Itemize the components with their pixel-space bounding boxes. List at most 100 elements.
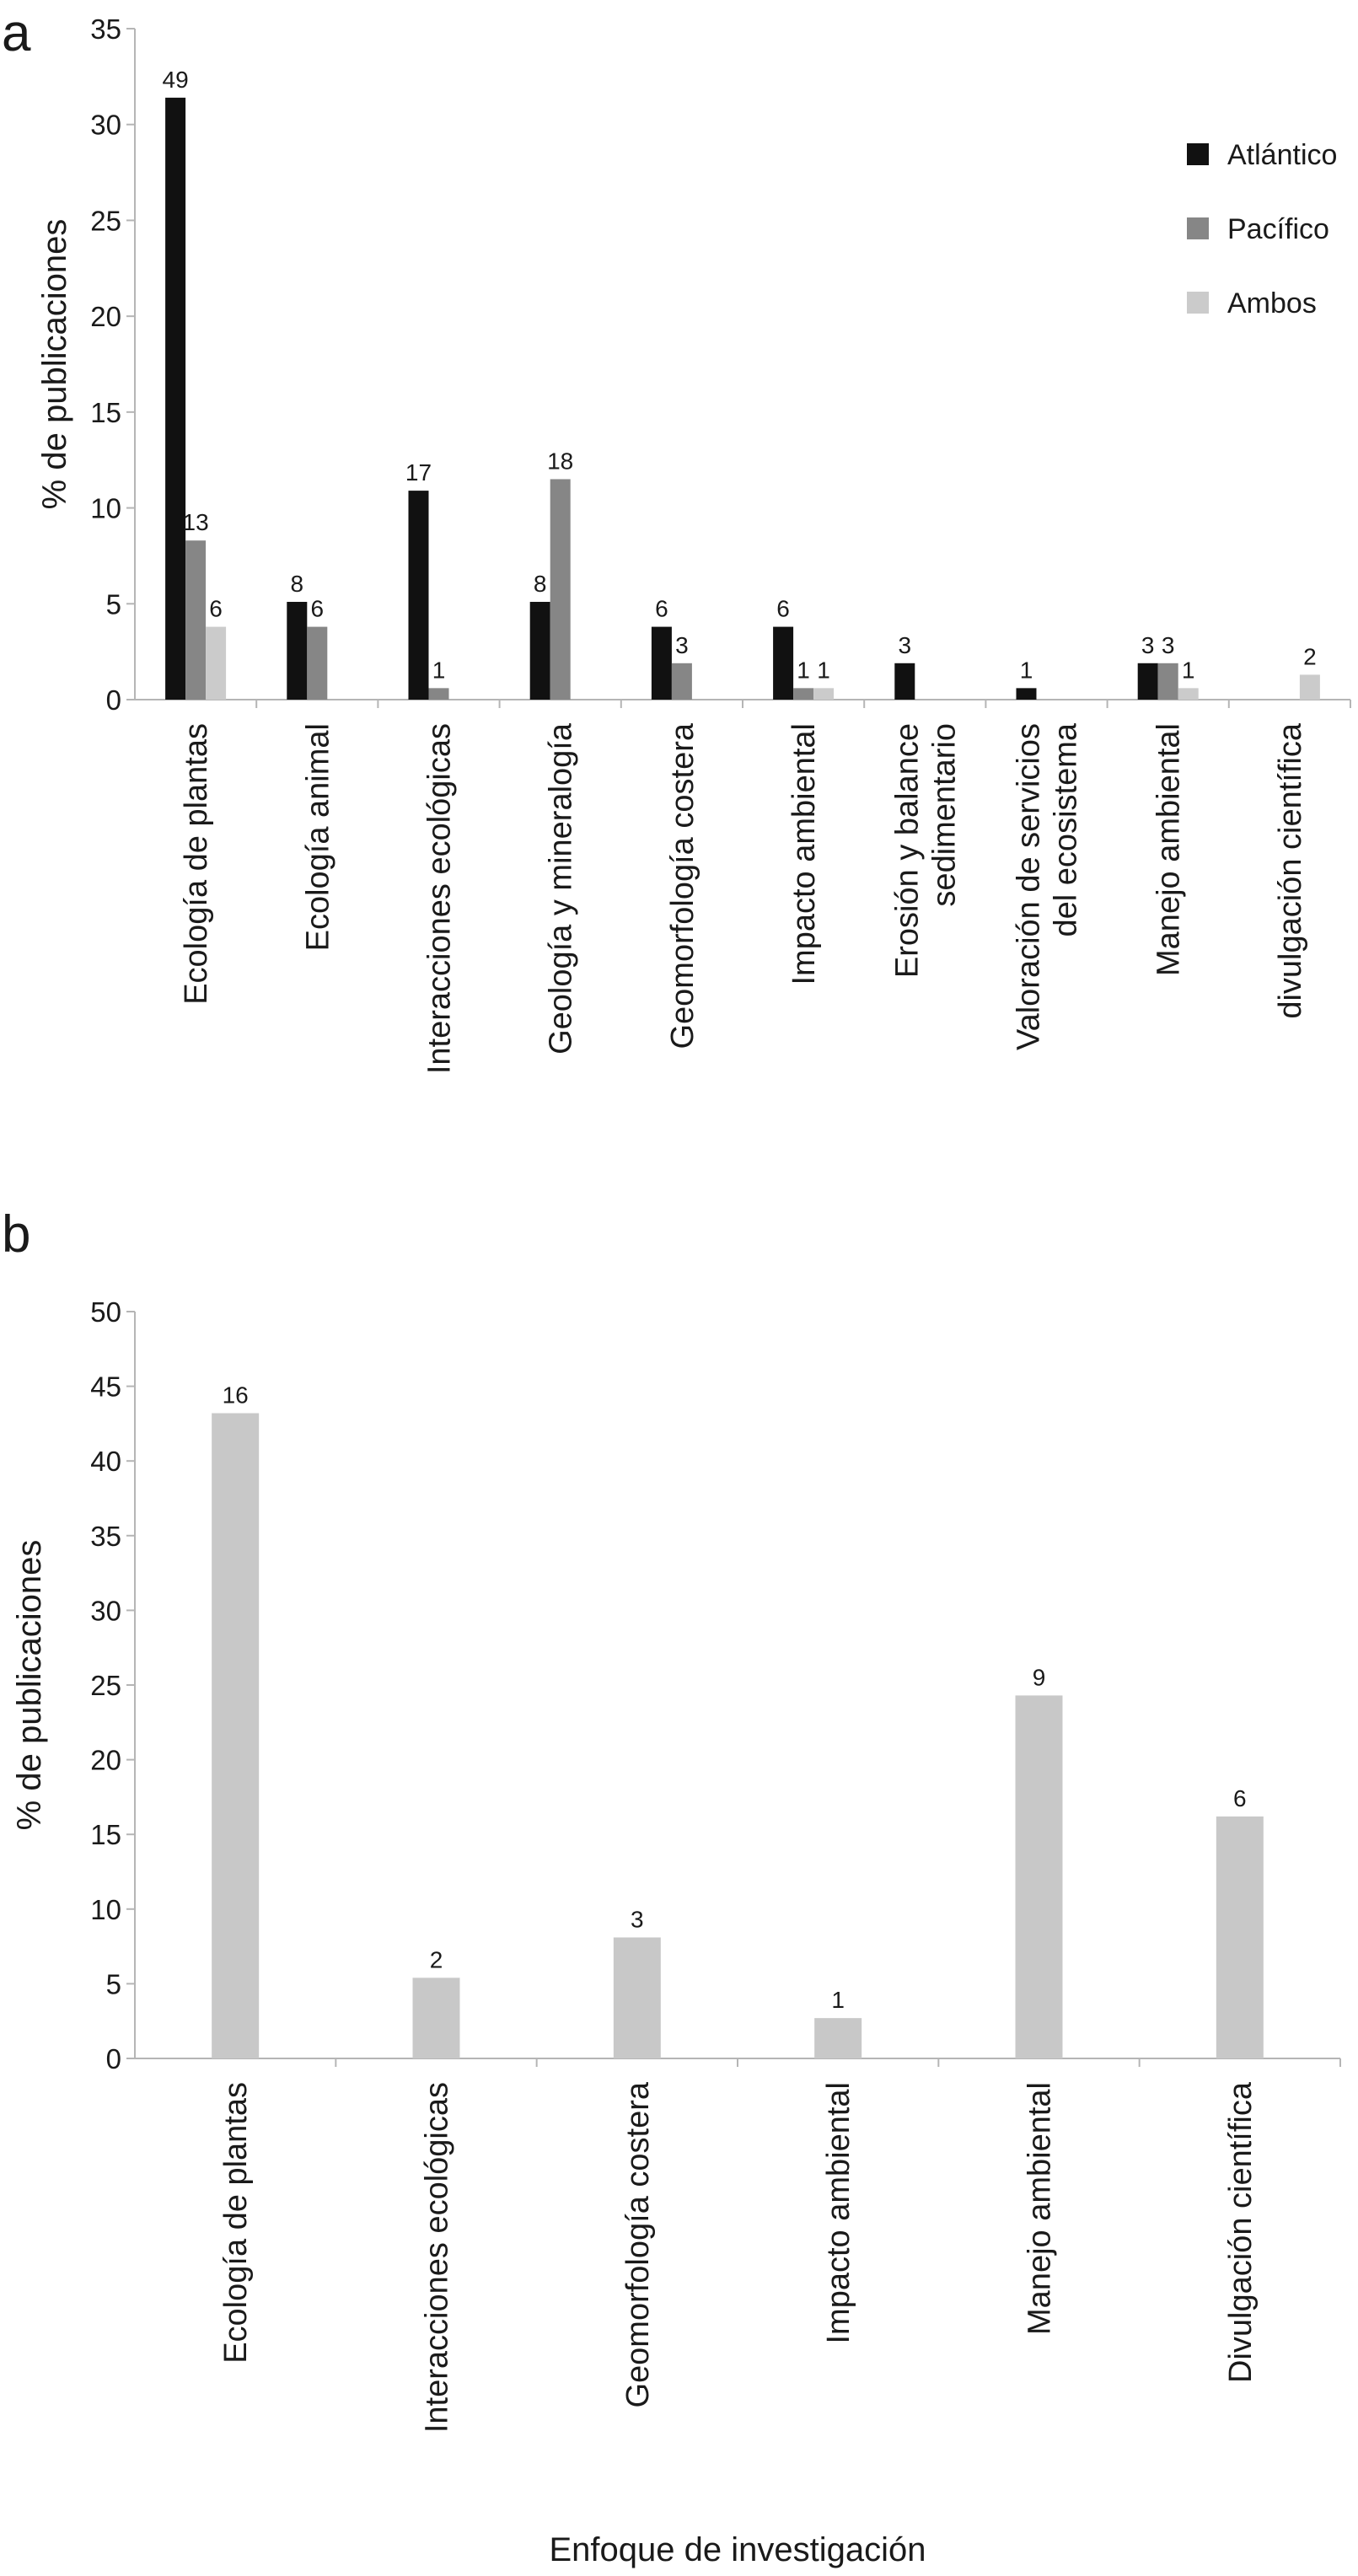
bar-pacifico <box>428 688 449 700</box>
data-label: 1 <box>817 657 830 683</box>
y-tick-label: 25 <box>90 205 121 236</box>
bar-atlantico <box>1137 663 1158 700</box>
data-label: 6 <box>311 596 325 622</box>
y-tick-label: 0 <box>106 684 121 716</box>
data-label: 3 <box>899 632 912 658</box>
y-axis-label: % de publicaciones <box>11 1540 48 1831</box>
data-label: 2 <box>1303 643 1317 669</box>
data-label: 9 <box>1033 1664 1046 1690</box>
bar-value <box>1216 1816 1264 2058</box>
data-label: 8 <box>291 571 304 597</box>
data-label: 8 <box>534 571 547 597</box>
x-axis-label: Enfoque de investigación <box>550 2531 926 2568</box>
x-tick-label: Ecología de plantas <box>218 2082 254 2364</box>
y-tick-label: 45 <box>90 1371 121 1403</box>
legend-swatch <box>1187 143 1209 165</box>
data-label: 18 <box>547 448 573 474</box>
bar-pacifico <box>671 663 692 700</box>
bar-value <box>613 1937 661 2058</box>
data-label: 3 <box>1162 632 1175 658</box>
data-label: 1 <box>797 657 810 683</box>
x-tick-label: Impacto ambiental <box>821 2082 856 2344</box>
y-tick-label: 5 <box>106 1968 121 1999</box>
bar-atlantico <box>894 663 915 700</box>
data-label: 1 <box>1182 657 1195 683</box>
y-tick-label: 10 <box>90 1894 121 1925</box>
y-tick-label: 15 <box>90 397 121 428</box>
data-label: 3 <box>1141 632 1155 658</box>
bar-pacifico <box>1157 663 1178 700</box>
bar-atlantico <box>165 97 186 700</box>
bar-value <box>212 1413 260 2058</box>
x-tick-label: Impacto ambiental <box>786 723 822 985</box>
bar-value <box>1015 1695 1063 2058</box>
panel-letter-a: a <box>2 4 31 62</box>
x-tick-label: Erosión y balancesedimentario <box>889 723 962 978</box>
data-label: 17 <box>405 459 432 486</box>
bar-atlantico <box>773 626 794 700</box>
bar-ambos <box>1178 688 1199 700</box>
data-label: 3 <box>631 1906 644 1932</box>
y-axis-label: % de publicaciones <box>36 219 73 510</box>
data-label: 1 <box>831 1987 845 2013</box>
x-tick-label: Geología y mineralogía <box>544 722 579 1055</box>
y-tick-label: 20 <box>90 301 121 332</box>
data-label: 6 <box>1233 1785 1247 1811</box>
legend-swatch <box>1187 217 1209 239</box>
x-tick-label: Valoración de serviciosdel ecosistema <box>1012 722 1084 1050</box>
data-label: 13 <box>183 509 209 535</box>
data-label: 1 <box>1020 657 1033 683</box>
legend-label: Ambos <box>1227 287 1317 319</box>
bar-ambos <box>1299 674 1320 700</box>
legend-swatch <box>1187 292 1209 314</box>
legend-label: Pacífico <box>1227 213 1329 245</box>
x-tick-label: Geomorfología costera <box>665 722 700 1049</box>
data-label: 1 <box>432 657 446 683</box>
data-label: 16 <box>223 1382 249 1408</box>
bar-ambos <box>813 688 835 700</box>
x-tick-label: Interacciones ecológicas <box>420 2082 455 2433</box>
x-tick-label: Ecología de plantas <box>179 723 214 1005</box>
data-label: 6 <box>655 596 668 622</box>
data-label: 3 <box>675 632 689 658</box>
legend-label: Atlántico <box>1227 139 1337 171</box>
data-label: 6 <box>209 596 223 622</box>
x-tick-label: Interacciones ecológicas <box>422 723 458 1074</box>
bar-pacifico <box>307 626 328 700</box>
bar-atlantico <box>651 626 672 700</box>
x-tick-label: Geomorfología costera <box>620 2081 656 2407</box>
data-label: 49 <box>163 67 189 93</box>
y-tick-label: 5 <box>106 588 121 620</box>
x-tick-label: Ecología animal <box>300 723 335 951</box>
bar-atlantico <box>408 491 429 700</box>
y-tick-label: 15 <box>90 1819 121 1850</box>
y-tick-label: 35 <box>90 1521 121 1552</box>
y-tick-label: 50 <box>90 1296 121 1328</box>
bar-atlantico <box>1016 688 1037 700</box>
bar-value <box>814 2018 862 2058</box>
y-tick-label: 20 <box>90 1745 121 1776</box>
bar-ambos <box>206 626 227 700</box>
y-tick-label: 35 <box>90 13 121 45</box>
bar-pacifico <box>550 479 571 700</box>
y-tick-label: 30 <box>90 110 121 141</box>
bar-value <box>412 1978 460 2058</box>
y-tick-label: 10 <box>90 493 121 524</box>
x-tick-label: Divulgación científica <box>1223 2081 1259 2383</box>
data-label: 6 <box>776 596 790 622</box>
bar-pacifico <box>185 540 207 700</box>
x-tick-label: Manejo ambiental <box>1151 723 1187 976</box>
x-tick-label: divulgación científica <box>1273 722 1308 1019</box>
data-label: 2 <box>430 1946 443 1972</box>
bar-atlantico <box>529 602 550 700</box>
panel-letter-b: b <box>2 1205 30 1264</box>
bar-pacifico <box>793 688 814 700</box>
bar-atlantico <box>287 602 308 700</box>
x-tick-label: Manejo ambiental <box>1023 2082 1058 2335</box>
y-tick-label: 40 <box>90 1446 121 1477</box>
y-tick-label: 0 <box>106 2043 121 2074</box>
y-tick-label: 25 <box>90 1670 121 1701</box>
